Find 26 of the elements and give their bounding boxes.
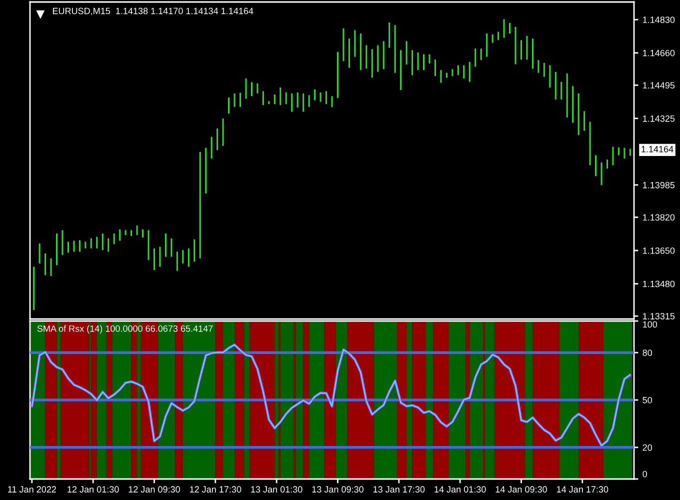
y-tick-label: 1.13315 (643, 313, 675, 320)
y-tick-label: 1.13985 (643, 182, 675, 188)
x-tick-label: 14 Jan 17:30 (556, 486, 608, 493)
y-tick-label: 80 (642, 350, 652, 356)
y-tick-label: 20 (642, 444, 652, 451)
x-tick-label: 14 Jan 01:30 (434, 486, 486, 493)
annotation: 1.14164 (642, 146, 674, 152)
x-tick-label: 13 Jan 01:30 (251, 486, 302, 493)
y-tick-label: 50 (642, 396, 652, 404)
y-tick-label: 1.14325 (643, 115, 675, 122)
y-tick-label: 100 (643, 321, 658, 328)
y-tick-label: 1.13480 (643, 280, 675, 288)
text: EURUSD,M15 1.14138 1.14170 1.14134 1.14164 (52, 8, 254, 16)
y-tick-label: 1.14660 (643, 50, 675, 56)
y-tick-label: 1.13820 (643, 214, 675, 221)
x-tick-label: 11 Jan 2022 (8, 486, 56, 493)
x-tick-label: 12 Jan 17:30 (190, 486, 242, 493)
x-tick-label: 14 Jan 09:30 (496, 486, 547, 493)
x-tick-label: 13 Jan 17:30 (373, 486, 425, 493)
y-tick-label: 1.14495 (643, 82, 675, 89)
y-tick-label: 1.14830 (643, 16, 675, 23)
x-tick-label: 12 Jan 09:30 (128, 486, 180, 493)
x-tick-label: 13 Jan 09:30 (312, 486, 364, 493)
y-tick-label: 0 (642, 470, 647, 478)
y-tick-label: 1.13650 (643, 247, 675, 254)
x-tick-label: 12 Jan 01:30 (68, 486, 119, 493)
